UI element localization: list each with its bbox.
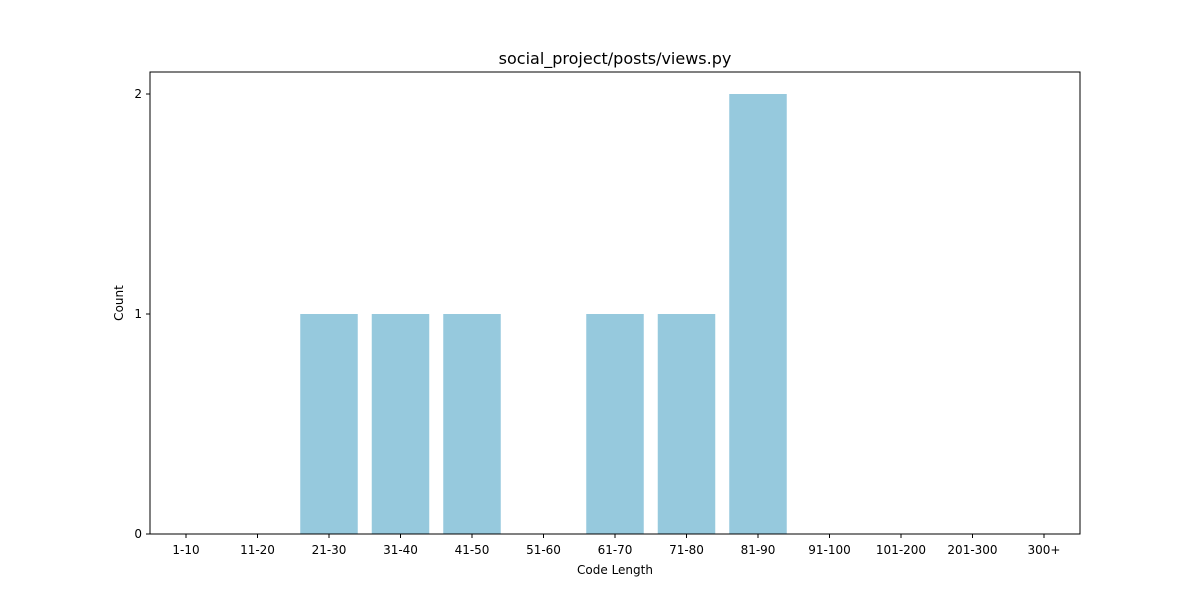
bar-61-70 (586, 314, 644, 534)
y-tick-label: 2 (134, 87, 142, 101)
x-axis: 1-10 11-20 21-30 31-40 41-50 51-60 61-70 71-80 8… (172, 534, 1060, 557)
x-tick-label: 81-90 (741, 543, 776, 557)
x-tick-label: 31-40 (383, 543, 418, 557)
y-tick-label: 1 (134, 307, 142, 321)
bar-71-80 (657, 314, 716, 534)
y-axis: 0 1 2 (134, 87, 150, 541)
x-axis-title: Code Length (577, 563, 653, 577)
bar-21-30 (300, 314, 358, 534)
y-tick-label: 0 (134, 527, 142, 541)
x-tick-label: 1-10 (172, 543, 199, 557)
bar-41-50 (443, 314, 501, 534)
x-tick-label: 300+ (1028, 543, 1061, 557)
y-axis-title: Count (112, 285, 126, 321)
bar-81-90 (729, 94, 787, 534)
x-tick-label: 51-60 (526, 543, 561, 557)
bars-layer (300, 94, 787, 534)
chart-title: social_project/posts/views.py (499, 49, 732, 69)
x-tick-label: 201-300 (947, 543, 997, 557)
x-tick-label: 71-80 (669, 543, 704, 557)
x-tick-label: 11-20 (240, 543, 275, 557)
x-tick-label: 91-100 (808, 543, 851, 557)
x-tick-label: 41-50 (455, 543, 490, 557)
x-tick-label: 21-30 (312, 543, 347, 557)
bar-31-40 (371, 314, 430, 534)
x-tick-label: 101-200 (876, 543, 926, 557)
x-tick-label: 61-70 (598, 543, 633, 557)
